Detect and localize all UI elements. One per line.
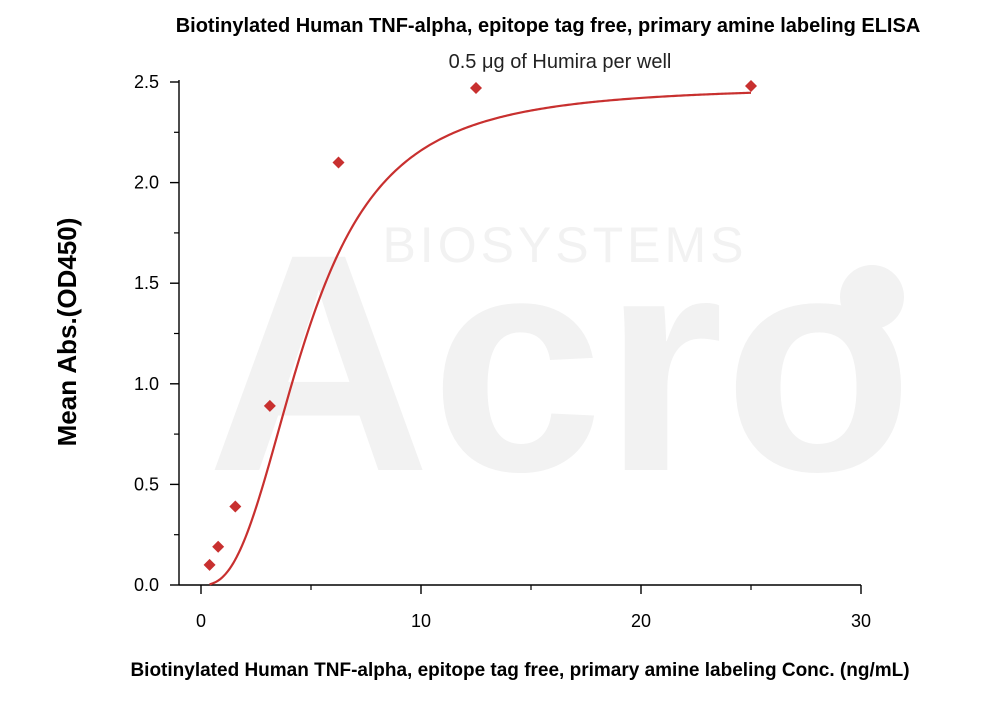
watermark-subtext: BIOSYSTEMS (382, 217, 747, 273)
data-points-layer (203, 80, 757, 571)
watermark-dot (840, 265, 904, 329)
data-point (229, 500, 242, 513)
y-tick-label: 2.0 (134, 173, 159, 193)
x-axis-label: Biotinylated Human TNF-alpha, epitope ta… (130, 660, 909, 681)
data-point (263, 399, 276, 412)
data-point (332, 156, 345, 169)
y-axis-label: Mean Abs.(OD450) (52, 218, 82, 447)
data-point (203, 558, 216, 571)
chart-title: Biotinylated Human TNF-alpha, epitope ta… (176, 15, 921, 37)
x-tick-label: 20 (631, 611, 651, 631)
y-tick-label: 2.5 (134, 72, 159, 92)
y-tick-label: 0.0 (134, 575, 159, 595)
x-tick-label: 10 (411, 611, 431, 631)
x-tick-label: 30 (851, 611, 871, 631)
watermark: Acro BIOSYSTEMS (207, 189, 913, 536)
chart-subtitle: 0.5 μg of Humira per well (449, 51, 672, 73)
data-point (470, 82, 482, 95)
y-tick-label: 1.0 (134, 374, 159, 394)
data-point (212, 540, 225, 553)
fit-curve (209, 91, 752, 586)
axes: 0.0 0.5 1.0 1.5 2.0 2.5 0 10 20 30 (134, 72, 871, 631)
data-point (745, 80, 757, 93)
y-tick-label: 0.5 (134, 474, 159, 494)
x-tick-label: 0 (196, 611, 206, 631)
y-tick-label: 1.5 (134, 273, 159, 293)
fit-curve-layer (209, 91, 752, 586)
watermark-logo: Acro (207, 189, 913, 536)
